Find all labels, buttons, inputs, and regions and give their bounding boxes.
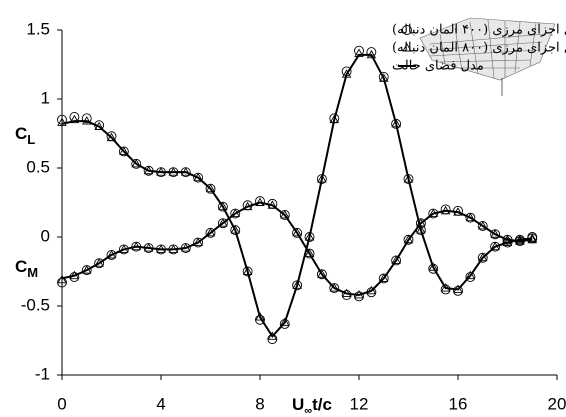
y-tick-label: 0 [41,226,50,245]
x-tick-label: 20 [548,394,566,413]
state-space-line [62,55,532,337]
x-tick-label: 4 [156,394,165,413]
y-tick-label: 1.5 [26,19,50,38]
legend-label: حل اجزای مرزی (۸۰۰ المان دنباله) [392,41,566,56]
x-tick-label: 8 [255,394,264,413]
x-tick-label: 16 [449,394,468,413]
x-tick-label: 12 [350,394,369,413]
legend-label: حل اجزای مرزی (۴۰۰ المان دنباله) [392,23,566,38]
x-label: U∞t/c [292,395,332,416]
y-label-cm: CM [15,257,38,280]
chart: CL CM U∞t/c 0 4 8 12 16 20 -1 -0.5 0 0.5 1 1.5 حل اج… [0,0,566,417]
y-tick-label: -0.5 [21,295,50,314]
x-tick-label: 0 [57,394,66,413]
y-tick-label: -1 [35,364,50,383]
y-label-cl: CL [15,124,35,147]
y-tick-label: 0.5 [26,157,50,176]
y-tick-label: 1 [41,88,50,107]
